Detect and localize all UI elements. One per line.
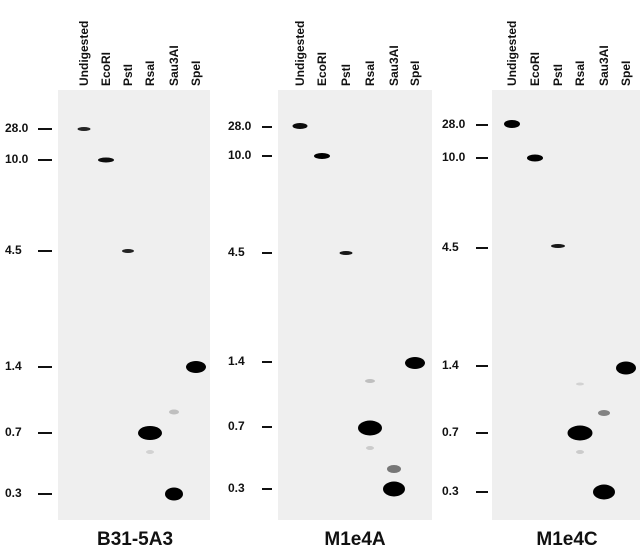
lane-label: PstI xyxy=(551,64,565,86)
band xyxy=(551,244,565,248)
band xyxy=(616,361,636,375)
lane-label: EcoRI xyxy=(99,52,113,86)
size-marker-label: 4.5 xyxy=(442,240,459,254)
band xyxy=(383,481,405,497)
lane-label: Sau3AI xyxy=(387,45,401,86)
band xyxy=(358,420,382,436)
size-marker-label: 10.0 xyxy=(5,152,29,166)
band xyxy=(186,361,206,373)
band xyxy=(576,450,584,454)
band xyxy=(292,123,308,129)
size-marker-label: 0.7 xyxy=(228,419,245,433)
size-marker-label: 4.5 xyxy=(5,243,22,257)
lane-label: PstI xyxy=(339,64,353,86)
band xyxy=(122,249,134,253)
size-marker-label: 1.4 xyxy=(228,354,245,368)
panel-name: M1e4C xyxy=(536,529,598,550)
band xyxy=(165,487,183,501)
lane-label: RsaI xyxy=(143,61,157,86)
panel-name: M1e4A xyxy=(324,529,386,550)
band xyxy=(387,465,401,473)
band xyxy=(567,425,593,441)
size-marker-label: 0.3 xyxy=(442,484,459,498)
band xyxy=(593,484,615,500)
gel xyxy=(492,90,640,520)
size-marker-label: 10.0 xyxy=(442,150,466,164)
lane-label: PstI xyxy=(121,64,135,86)
lane-label: SpeI xyxy=(619,61,633,86)
lane-label: SpeI xyxy=(408,61,422,86)
lane-label: Undigested xyxy=(77,21,91,86)
size-marker-label: 0.3 xyxy=(5,486,22,500)
band xyxy=(504,120,520,128)
size-marker-label: 10.0 xyxy=(228,148,252,162)
size-marker-label: 0.7 xyxy=(442,425,459,439)
blot-panel: Undigested EcoRI PstI RsaI Sau3AI SpeI 28.0 10.… xyxy=(442,21,640,550)
size-marker-label: 28.0 xyxy=(228,119,252,133)
lane-label: RsaI xyxy=(363,61,377,86)
lane-label: Sau3AI xyxy=(597,45,611,86)
band xyxy=(98,157,114,163)
size-marker-label: 4.5 xyxy=(228,245,245,259)
band xyxy=(366,446,374,450)
size-marker-label: 28.0 xyxy=(442,117,466,131)
gel xyxy=(58,90,210,520)
lane-label: EcoRI xyxy=(315,52,329,86)
band xyxy=(576,382,584,386)
gel xyxy=(278,90,432,520)
size-marker-label: 0.3 xyxy=(228,481,245,495)
band xyxy=(77,127,91,131)
size-marker-label: 1.4 xyxy=(5,359,22,373)
band xyxy=(527,154,543,162)
band xyxy=(138,426,162,440)
size-marker-label: 28.0 xyxy=(5,121,29,135)
blot-panel: Undigested EcoRI PstI RsaI Sau3AI SpeI 28.0 10.… xyxy=(5,21,210,550)
lane-label: Sau3AI xyxy=(167,45,181,86)
band xyxy=(314,153,330,159)
band xyxy=(598,410,610,416)
band xyxy=(365,379,375,383)
blot-panel: Undigested EcoRI PstI RsaI Sau3AI SpeI 28.0 10.… xyxy=(228,21,432,550)
lane-label: Undigested xyxy=(505,21,519,86)
lane-label: SpeI xyxy=(189,61,203,86)
size-marker-label: 0.7 xyxy=(5,425,22,439)
lane-label: RsaI xyxy=(573,61,587,86)
lane-label: EcoRI xyxy=(528,52,542,86)
size-marker-label: 1.4 xyxy=(442,358,459,372)
band xyxy=(405,357,425,369)
lane-label: Undigested xyxy=(293,21,307,86)
band xyxy=(339,251,353,255)
band xyxy=(169,409,179,415)
band xyxy=(146,450,154,454)
panel-name: B31-5A3 xyxy=(97,529,173,550)
